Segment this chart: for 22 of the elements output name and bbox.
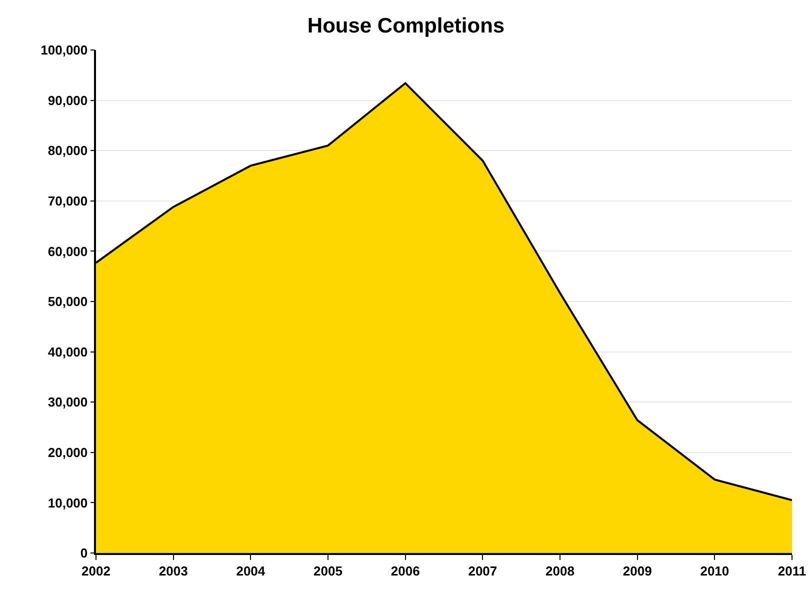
- y-tick-label: 90,000: [48, 92, 88, 108]
- x-tick-label: 2002: [82, 563, 110, 578]
- y-tick-label: 30,000: [48, 394, 88, 410]
- y-tick-label: 10,000: [48, 495, 88, 510]
- y-tick-label: 20,000: [48, 444, 88, 460]
- y-tick-label: 0: [80, 546, 88, 561]
- y-tick-label: 60,000: [48, 244, 88, 259]
- x-tick-label: 2006: [390, 563, 420, 578]
- x-tick-label: 2011: [778, 563, 806, 578]
- y-tick-label: 40,000: [48, 344, 88, 360]
- x-tick-label: 2009: [622, 563, 652, 578]
- x-tick-label: 2007: [468, 563, 498, 578]
- y-tick-label: 80,000: [48, 143, 88, 158]
- x-tick-label: 2003: [158, 563, 188, 578]
- y-tick-label: 50,000: [48, 294, 88, 310]
- x-tick-label: 2010: [700, 563, 730, 578]
- chart-title: House Completions: [307, 14, 505, 38]
- y-tick-label: 70,000: [48, 193, 88, 208]
- x-tick-label: 2008: [546, 563, 574, 578]
- x-tick-label: 2005: [314, 563, 342, 578]
- y-tick-label: 100,000: [40, 42, 88, 58]
- x-tick-label: 2004: [236, 563, 266, 578]
